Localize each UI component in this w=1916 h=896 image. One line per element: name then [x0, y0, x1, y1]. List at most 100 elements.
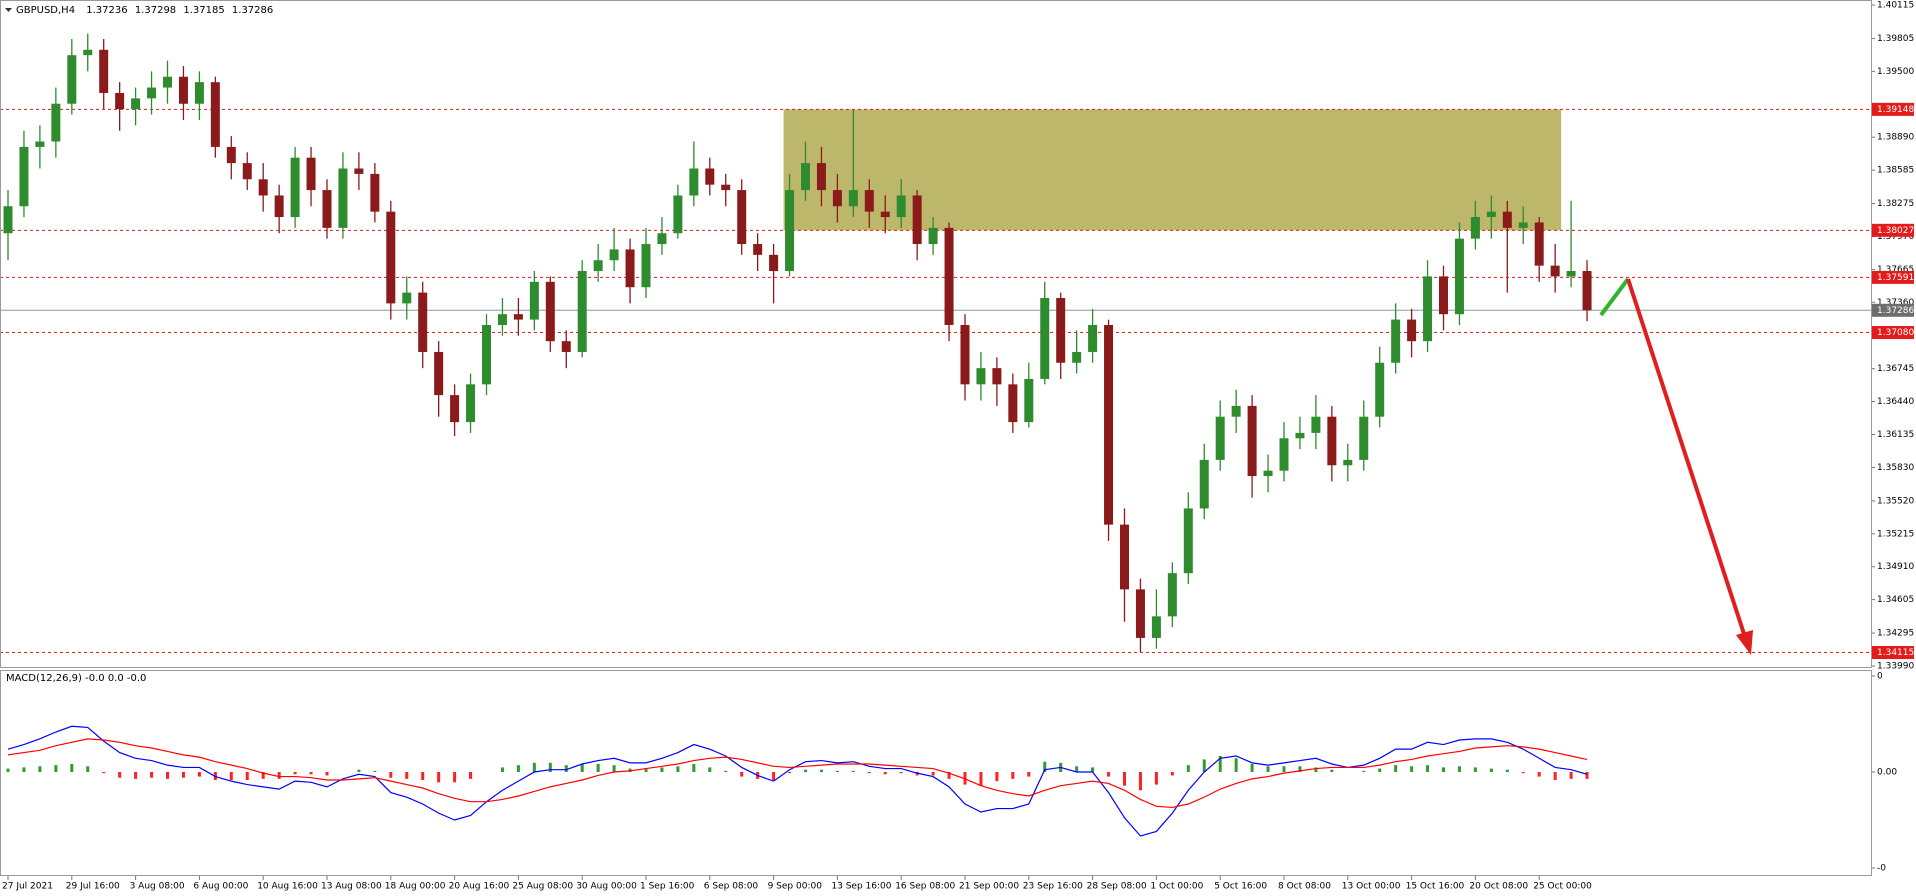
candle-body — [1151, 616, 1161, 638]
candle-body — [1454, 238, 1464, 315]
histogram-bar — [548, 762, 552, 772]
price-panel: 1.40115 1.39805 1.39500 1.38890 1.38585 1.382… — [0, 1, 1914, 672]
y-tick-label: -0 — [1877, 864, 1886, 874]
y-tick-label: 1.36135 — [1877, 430, 1914, 440]
y-tick-label: 1.40115 — [1877, 1, 1914, 11]
histogram-bar — [373, 770, 377, 772]
histogram-bar — [1442, 767, 1445, 772]
symbol-header: GBPUSD,H4 1.37236 1.37298 1.37185 1.3728… — [16, 5, 273, 16]
candle-body — [466, 384, 476, 423]
x-tick-label: 27 Jul 2021 — [2, 882, 53, 892]
candle-body — [497, 314, 507, 325]
x-tick-label: 6 Aug 00:00 — [193, 882, 248, 892]
candle-body — [51, 103, 61, 142]
candle-body — [561, 341, 571, 352]
histogram-bar — [516, 765, 520, 772]
x-tick-label: 3 Aug 08:00 — [130, 882, 185, 892]
y-tick-label: 1.37970 — [1877, 232, 1914, 242]
level-label-box — [1872, 326, 1914, 340]
green-arrow — [1599, 277, 1630, 317]
histogram-bar — [405, 772, 409, 779]
histogram-bar — [38, 766, 42, 772]
histogram-bar — [851, 770, 855, 772]
macd-line — [7, 738, 1588, 809]
candle-body — [513, 314, 523, 320]
histogram-bar — [692, 764, 696, 772]
candle-body — [1566, 271, 1576, 277]
candle-body — [1359, 416, 1369, 460]
quote-low: 1.37185 — [183, 5, 224, 16]
candle-body — [147, 87, 157, 99]
histogram-bar — [644, 768, 648, 772]
candle-body — [1183, 508, 1193, 574]
symbol: GBPUSD,H4 — [16, 5, 75, 16]
candle-body — [386, 211, 396, 304]
y-tick-label: 1.38585 — [1877, 166, 1914, 176]
histogram-bar — [325, 772, 329, 776]
candle-body — [1040, 297, 1050, 379]
candle-body — [1375, 362, 1385, 417]
x-tick-label: 16 Sep 08:00 — [895, 882, 955, 892]
y-tick-label: 0 — [1877, 672, 1883, 682]
x-tick-label: 13 Sep 16:00 — [831, 882, 891, 892]
candle-body — [370, 173, 380, 212]
candle-body — [593, 260, 603, 272]
histogram-bar — [181, 772, 185, 778]
candle-body — [1311, 416, 1321, 433]
candle-body — [577, 271, 587, 352]
histogram-bar — [1170, 772, 1174, 776]
candle-body — [785, 190, 795, 272]
candle-body — [1279, 438, 1289, 471]
candle-body — [657, 233, 667, 245]
x-tick-label: 25 Oct 00:00 — [1533, 882, 1592, 892]
histogram-bar — [245, 772, 249, 780]
current-price-box — [1872, 303, 1914, 317]
histogram-bar — [229, 772, 233, 780]
red-arrow — [1626, 278, 1748, 641]
candle-body — [1263, 470, 1273, 477]
histogram-bar — [70, 764, 74, 772]
price-frame — [0, 0, 1872, 668]
candle-body — [976, 368, 986, 385]
candle-body — [545, 281, 555, 342]
level-label: 1.37080 — [1877, 328, 1914, 338]
histogram-bar — [804, 769, 807, 772]
histogram-bar — [612, 765, 616, 772]
candle-body — [753, 244, 763, 255]
indicator-header: MACD(12,26,9) -0.0 0.0 -0.0 — [6, 673, 146, 684]
histogram-bar — [389, 772, 393, 778]
y-tick-label: 0.00 — [1877, 768, 1897, 778]
macd-frame — [0, 670, 1872, 876]
candle-body — [226, 146, 236, 164]
y-tick-label: 1.34910 — [1877, 562, 1914, 572]
histogram-bar — [118, 772, 122, 778]
y-tick-label: 1.39500 — [1877, 67, 1914, 77]
histogram-bar — [740, 772, 744, 777]
histogram-bar — [500, 767, 504, 772]
x-tick-label: 30 Aug 00:00 — [576, 882, 637, 892]
candle-body — [322, 190, 332, 228]
histogram-bar — [532, 762, 536, 772]
candle-body — [99, 49, 109, 93]
histogram-bar — [1091, 767, 1095, 772]
candle-body — [801, 163, 810, 191]
macd-line — [7, 725, 1588, 837]
x-tick-label: 28 Sep 08:00 — [1087, 882, 1147, 892]
x-tick-label: 25 Aug 08:00 — [512, 882, 573, 892]
histogram-bar — [1075, 766, 1079, 772]
histogram-bar — [1027, 772, 1031, 777]
candle-body — [1470, 217, 1480, 239]
candle-body — [418, 292, 428, 352]
histogram-bar — [1394, 765, 1398, 772]
histogram-bar — [564, 765, 568, 772]
candle-body — [338, 168, 348, 228]
y-tick-label: 1.35215 — [1877, 529, 1914, 539]
candle-body — [1439, 276, 1448, 315]
histogram-bar — [660, 767, 664, 772]
histogram-bar — [1473, 767, 1477, 772]
candle-body — [482, 324, 491, 385]
histogram-bar — [1266, 766, 1270, 772]
histogram-bar — [1378, 768, 1382, 772]
candle-body — [1199, 459, 1209, 509]
